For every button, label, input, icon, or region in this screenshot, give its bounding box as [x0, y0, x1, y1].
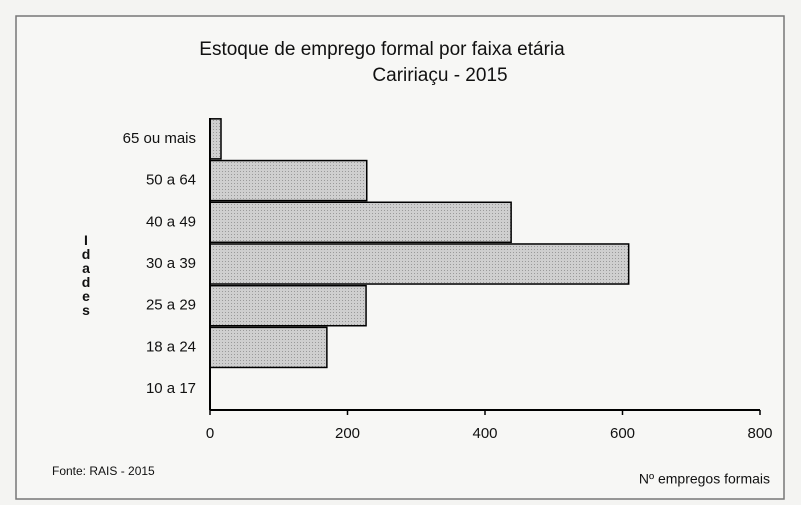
bar [209, 201, 512, 244]
bar [209, 118, 222, 160]
x-tick-label: 600 [610, 425, 635, 442]
chart-title: Estoque de emprego formal por faixa etár… [199, 39, 565, 60]
y-tick-label: 25 a 29 [146, 297, 196, 314]
bar [209, 326, 328, 369]
y-tick-label: 50 a 64 [146, 172, 196, 189]
y-axis-title: Idades [78, 232, 94, 316]
source-note: Fonte: RAIS - 2015 [52, 464, 155, 478]
x-axis-title: Nº empregos formais [639, 471, 770, 487]
chart-subtitle: Caririaçu - 2015 [372, 65, 507, 86]
x-tick-label: 0 [206, 425, 214, 442]
bar [209, 159, 368, 202]
y-tick-label: 30 a 39 [146, 255, 196, 272]
bar [209, 243, 630, 285]
x-tick-label: 400 [472, 425, 497, 442]
y-tick-label: 40 a 49 [146, 213, 196, 230]
bar [209, 284, 367, 327]
y-tick-label: 18 a 24 [146, 338, 196, 355]
x-tick-label: 200 [335, 425, 360, 442]
y-tick-label: 65 ou mais [123, 130, 196, 147]
x-tick-label: 800 [747, 425, 772, 442]
y-tick-label: 10 a 17 [146, 380, 196, 397]
